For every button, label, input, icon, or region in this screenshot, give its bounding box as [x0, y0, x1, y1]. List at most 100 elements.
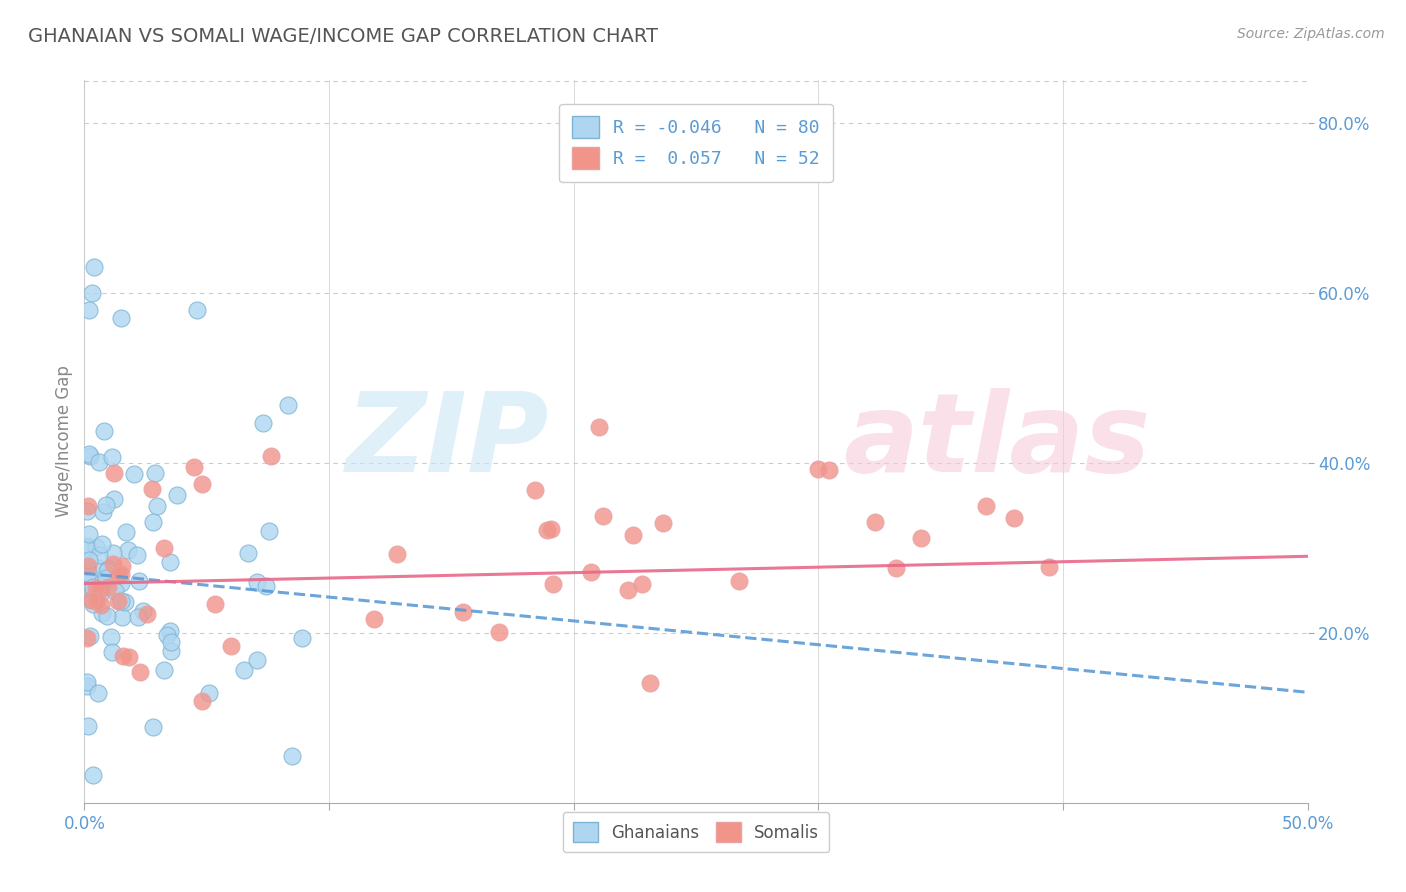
Point — [132, 604, 155, 618]
Point — [159, 624, 181, 638]
Point — [82, 597, 104, 611]
Point — [153, 541, 176, 556]
Point — [96, 561, 118, 575]
Point — [541, 577, 564, 591]
Point — [363, 612, 385, 626]
Point — [82, 580, 104, 594]
Point — [101, 546, 124, 560]
Point — [80, 593, 103, 607]
Point — [76, 499, 98, 513]
Point — [101, 450, 124, 465]
Point — [260, 449, 283, 463]
Point — [588, 420, 610, 434]
Point — [93, 424, 115, 438]
Point — [111, 558, 134, 573]
Point — [291, 631, 314, 645]
Point — [87, 548, 110, 562]
Point — [82, 583, 104, 598]
Point — [252, 416, 274, 430]
Point — [76, 541, 98, 556]
Point — [79, 629, 101, 643]
Point — [159, 644, 181, 658]
Point — [86, 593, 108, 607]
Point — [198, 686, 221, 700]
Point — [166, 488, 188, 502]
Legend: Ghanaians, Somalis: Ghanaians, Somalis — [562, 812, 830, 852]
Y-axis label: Wage/Income Gap: Wage/Income Gap — [55, 366, 73, 517]
Point — [84, 581, 107, 595]
Point — [77, 558, 100, 573]
Point — [143, 466, 166, 480]
Point — [122, 467, 145, 482]
Point — [112, 649, 135, 664]
Point — [110, 311, 132, 326]
Point — [89, 582, 111, 597]
Point — [76, 504, 98, 518]
Point — [146, 500, 169, 514]
Point — [110, 594, 132, 608]
Point — [80, 285, 103, 300]
Point — [82, 767, 104, 781]
Point — [728, 574, 751, 588]
Point — [76, 632, 98, 646]
Point — [79, 553, 101, 567]
Point — [523, 483, 546, 497]
Point — [153, 664, 176, 678]
Point — [87, 686, 110, 700]
Point — [910, 531, 932, 545]
Point — [592, 508, 614, 523]
Point — [101, 557, 124, 571]
Point — [238, 546, 260, 560]
Point — [103, 492, 125, 507]
Point — [1038, 559, 1060, 574]
Point — [80, 592, 103, 607]
Point — [1002, 511, 1025, 525]
Point — [110, 567, 132, 582]
Point — [100, 630, 122, 644]
Point — [281, 749, 304, 764]
Point — [87, 561, 110, 575]
Point — [97, 580, 120, 594]
Point — [277, 398, 299, 412]
Point — [76, 559, 98, 574]
Point — [114, 595, 136, 609]
Point — [96, 609, 118, 624]
Point — [257, 524, 280, 538]
Point — [128, 574, 150, 588]
Point — [76, 539, 98, 553]
Point — [107, 567, 129, 582]
Point — [246, 653, 269, 667]
Point — [77, 527, 100, 541]
Point — [651, 516, 673, 530]
Point — [127, 549, 149, 563]
Point — [89, 455, 111, 469]
Point — [115, 525, 138, 540]
Point — [579, 565, 602, 579]
Point — [91, 537, 114, 551]
Point — [110, 575, 132, 590]
Point — [111, 609, 134, 624]
Point — [129, 665, 152, 679]
Point — [974, 499, 997, 513]
Point — [101, 645, 124, 659]
Point — [79, 447, 101, 461]
Point — [94, 571, 117, 585]
Point — [82, 590, 104, 604]
Point — [90, 586, 112, 600]
Text: Source: ZipAtlas.com: Source: ZipAtlas.com — [1237, 27, 1385, 41]
Point — [385, 547, 408, 561]
Point — [623, 528, 645, 542]
Point — [190, 476, 212, 491]
Point — [807, 462, 830, 476]
Point — [77, 569, 100, 583]
Point — [136, 607, 159, 621]
Point — [488, 625, 510, 640]
Point — [76, 674, 98, 689]
Point — [254, 579, 277, 593]
Point — [91, 607, 114, 621]
Point — [630, 576, 652, 591]
Point — [142, 516, 165, 530]
Point — [204, 597, 226, 611]
Point — [232, 663, 254, 677]
Point — [640, 676, 662, 690]
